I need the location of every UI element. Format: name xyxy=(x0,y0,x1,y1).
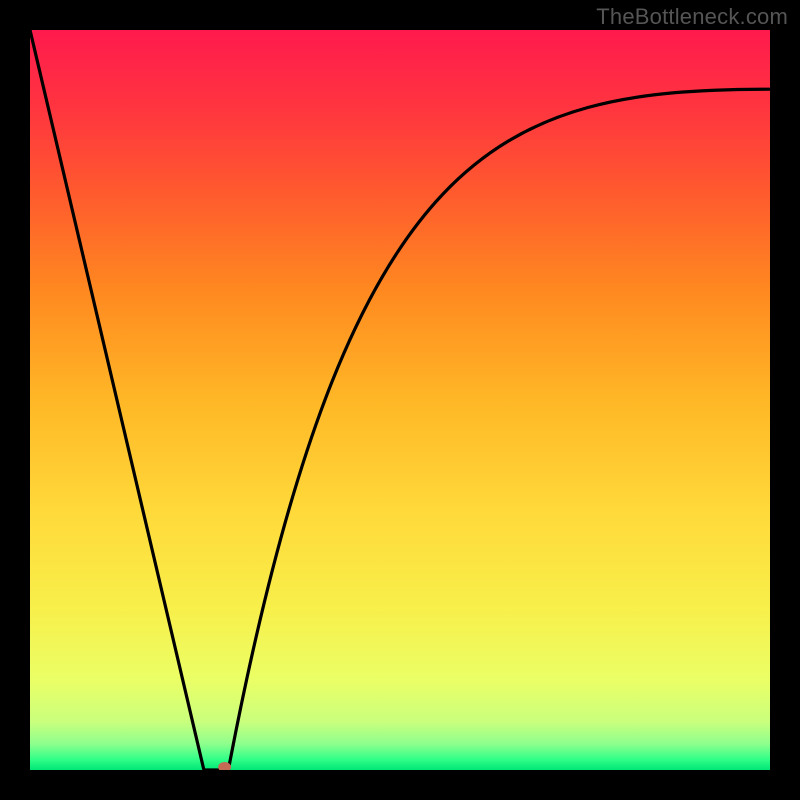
bottleneck-chart xyxy=(0,0,800,800)
chart-frame: TheBottleneck.com xyxy=(0,0,800,800)
watermark-text: TheBottleneck.com xyxy=(596,4,788,30)
chart-background xyxy=(30,30,770,770)
